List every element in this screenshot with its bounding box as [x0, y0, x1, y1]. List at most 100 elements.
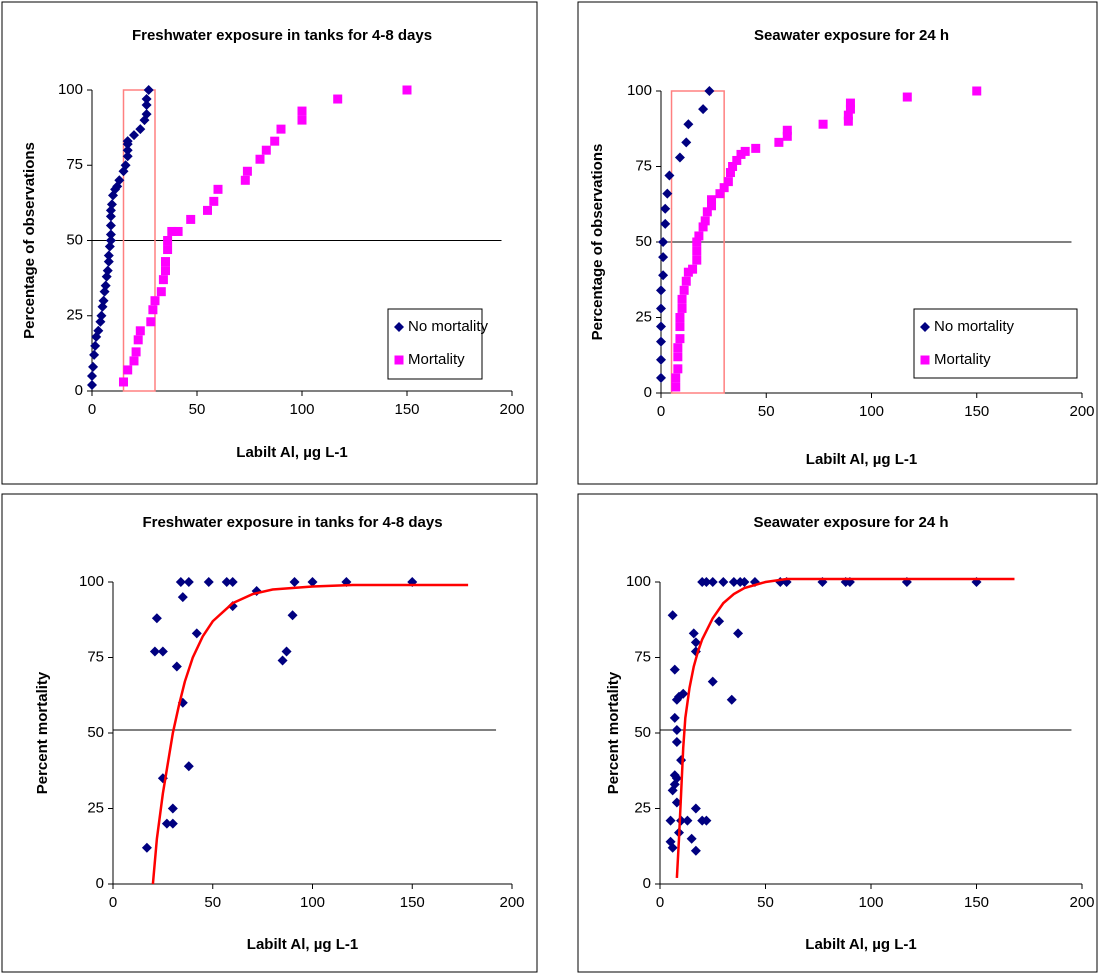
- x-tick-label: 50: [189, 401, 206, 418]
- point: [98, 295, 109, 306]
- x-tick-label: 50: [758, 403, 775, 420]
- point: [665, 815, 676, 826]
- y-tick-label: 50: [635, 233, 652, 250]
- y-tick-label: 100: [79, 573, 104, 590]
- point: [707, 201, 717, 211]
- point: [678, 688, 689, 699]
- point: [714, 616, 725, 627]
- x-tick-label: 150: [394, 401, 419, 418]
- point: [183, 761, 194, 772]
- y-tick-label: 25: [634, 799, 651, 816]
- legend-frame: [387, 308, 483, 380]
- point: [114, 175, 125, 186]
- x-tick-label: 0: [656, 894, 664, 911]
- point: [141, 109, 152, 120]
- point: [105, 211, 116, 222]
- point: [255, 154, 265, 164]
- x-tick-label: 0: [109, 894, 117, 911]
- point: [89, 349, 100, 360]
- x-axis-label: Labilt Al, µg L-1: [247, 936, 358, 953]
- legend-frame: [913, 308, 1078, 379]
- point: [673, 343, 683, 353]
- point: [681, 137, 692, 148]
- y-tick-label: 75: [87, 648, 104, 665]
- point: [674, 152, 685, 163]
- point: [105, 220, 116, 231]
- point: [119, 377, 128, 387]
- point: [141, 842, 152, 853]
- point: [818, 119, 828, 129]
- point: [287, 610, 298, 621]
- y-axis-label: Percent mortality: [34, 671, 51, 794]
- point: [88, 361, 99, 372]
- point: [213, 184, 223, 194]
- point: [161, 818, 172, 829]
- point: [688, 628, 699, 639]
- point: [191, 628, 202, 639]
- point: [751, 143, 761, 153]
- point: [203, 205, 212, 215]
- point: [175, 577, 186, 587]
- point: [656, 372, 666, 383]
- point: [158, 275, 168, 285]
- point: [240, 175, 250, 185]
- point: [105, 235, 116, 246]
- point: [87, 379, 97, 390]
- point: [167, 818, 178, 829]
- point: [227, 601, 238, 612]
- point: [135, 124, 146, 135]
- point: [105, 229, 116, 240]
- panel-frame: [1, 1, 538, 485]
- point: [150, 296, 160, 306]
- legend-label: Mortality: [408, 351, 465, 368]
- point: [972, 86, 982, 96]
- point: [667, 610, 678, 621]
- point: [123, 365, 133, 375]
- point: [163, 245, 173, 255]
- point: [698, 222, 708, 232]
- point: [129, 130, 139, 141]
- x-tick-label: 200: [499, 894, 524, 911]
- point: [656, 285, 666, 296]
- point: [333, 94, 343, 104]
- point: [715, 189, 725, 199]
- point: [719, 183, 729, 193]
- point: [129, 356, 139, 366]
- point: [203, 577, 214, 587]
- x-tick-label: 150: [400, 894, 425, 911]
- point: [692, 255, 702, 265]
- point: [701, 815, 712, 826]
- point: [156, 287, 166, 297]
- point: [103, 250, 114, 261]
- highlight-box: [122, 89, 156, 392]
- point: [675, 322, 685, 332]
- point: [676, 755, 687, 766]
- point: [701, 577, 712, 587]
- point: [688, 264, 698, 274]
- point: [671, 737, 682, 748]
- chart-title: Freshwater exposure in tanks for 4-8 day…: [132, 27, 432, 44]
- point: [141, 100, 152, 111]
- point: [732, 155, 742, 165]
- point: [167, 803, 178, 814]
- highlight-box: [670, 90, 725, 394]
- point: [658, 270, 669, 281]
- point: [289, 577, 300, 587]
- y-tick-label: 0: [643, 875, 651, 892]
- chart-title: Seawater exposure for 24 h: [754, 27, 949, 44]
- point: [660, 218, 671, 229]
- x-axis-label: Labilt Al, µg L-1: [806, 451, 917, 468]
- y-tick-label: 0: [96, 875, 104, 892]
- point: [209, 196, 219, 206]
- point: [686, 833, 697, 844]
- point: [740, 146, 750, 156]
- point: [671, 773, 682, 784]
- point: [707, 577, 718, 587]
- x-tick-label: 100: [289, 401, 314, 418]
- point: [106, 199, 117, 210]
- point: [700, 216, 710, 226]
- x-tick-label: 100: [300, 894, 325, 911]
- point: [845, 104, 855, 114]
- point: [675, 334, 685, 344]
- point: [221, 577, 232, 587]
